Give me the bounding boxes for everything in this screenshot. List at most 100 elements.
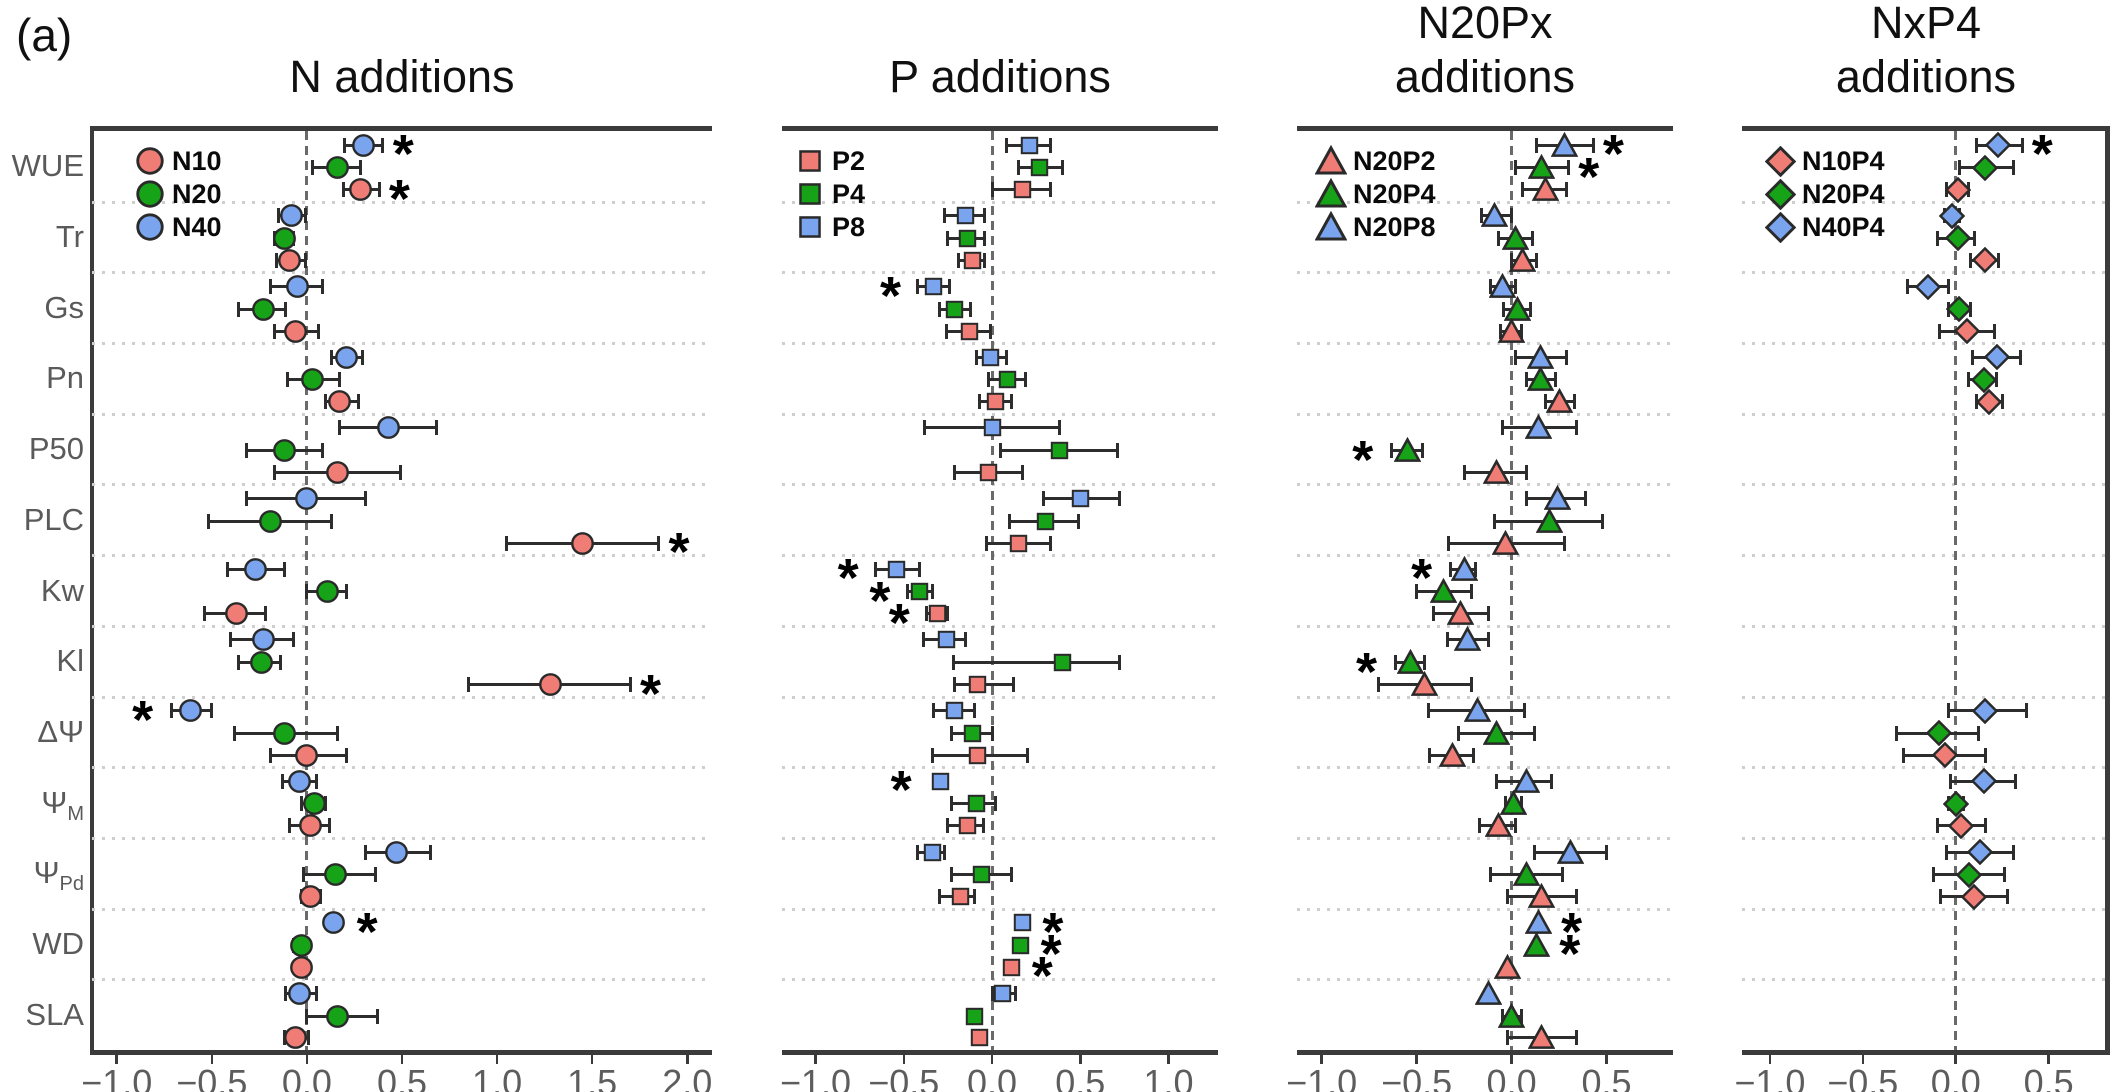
error-bar-cap-right	[1996, 252, 2000, 268]
x-tick	[1605, 1055, 1608, 1064]
circle-marker-N20-Kw	[316, 580, 340, 604]
legend-circle-icon-N20	[136, 180, 164, 208]
error-bar-cap-right	[434, 420, 438, 436]
circle-marker-N40-PLC	[295, 487, 319, 511]
square-marker-P4-Tr	[958, 229, 977, 248]
error-bar-cap-right	[292, 632, 296, 648]
square-marker-P8-PsiPd	[923, 843, 941, 861]
x-tick	[590, 1055, 594, 1064]
significance-asterisk-P2-WD: *	[1031, 946, 1053, 1007]
legend-item-P4: P4	[832, 179, 866, 209]
circle-marker-N40-WUE	[352, 133, 376, 157]
error-bar-cap-right	[981, 818, 985, 834]
error-bar-cap-left	[978, 394, 982, 410]
significance-asterisk-P8-WD: *	[1042, 901, 1064, 962]
error-bar-cap-right	[1519, 796, 1523, 812]
error-bar-cap-right	[946, 606, 950, 622]
x-tick	[1415, 1055, 1418, 1064]
error-bar-cap-right	[1472, 747, 1476, 763]
error-bar-cap-left	[953, 464, 957, 480]
significance-asterisk-N20P4-WUE: *	[1578, 146, 1600, 207]
error-bar-cap-right	[1574, 889, 1578, 905]
error-bar-cap-left	[1498, 323, 1502, 339]
x-tick	[1510, 1055, 1513, 1064]
error-bar-cap-left	[1494, 773, 1498, 789]
diamond-marker-N20P4-dPsi	[1926, 720, 1952, 747]
error-bar-cap-right	[1061, 160, 1065, 176]
error-bar-cap-right	[1013, 985, 1017, 1001]
y-axis-label-subscript: M	[67, 802, 84, 825]
error-bar-cap-left	[925, 606, 929, 622]
y-axis-label-Kl: Kl	[0, 639, 84, 683]
error-bar-cap-left	[1462, 464, 1466, 480]
error-bar-cap-right	[2024, 703, 2028, 719]
panel-top-border	[1742, 126, 2110, 131]
circle-marker-N20-Tr	[272, 227, 296, 250]
x-axis-line	[1297, 1050, 1673, 1055]
error-bar-cap-right	[1422, 655, 1426, 671]
x-tick-label-0.0: 0.0	[281, 1062, 332, 1092]
row-separator	[92, 200, 712, 204]
row-separator	[1742, 342, 2110, 346]
error-bar-cap-right	[972, 889, 976, 905]
row-separator	[1742, 836, 2110, 840]
error-bar-cap-right	[381, 137, 385, 153]
panel-title-line: N20Px	[1417, 0, 1553, 48]
x-tick	[1768, 1055, 1772, 1064]
error-bar-cap-left	[937, 301, 941, 317]
square-marker-P4-Gs	[946, 300, 964, 318]
error-bar-P4-Kl	[953, 661, 1120, 665]
significance-asterisk-N10-PLC: *	[668, 522, 690, 583]
y-axis-label-text: P50	[28, 431, 84, 467]
error-bar-cap-right	[657, 535, 661, 551]
error-bar-cap-left	[233, 725, 237, 741]
triangle-marker-N20P2-WD	[1494, 953, 1522, 979]
error-bar-cap-right	[345, 584, 349, 600]
x-tick-label-−1.0: −1.0	[81, 1062, 153, 1092]
error-bar-cap-right	[1572, 394, 1576, 410]
error-bar-cap-left	[1500, 1008, 1504, 1024]
legend-triangle-icon-N20P8	[1315, 211, 1347, 241]
error-bar-cap-right	[1983, 747, 1987, 763]
error-bar-cap-left	[324, 394, 328, 410]
diamond-marker-N40P4-PsiPd	[1966, 839, 1993, 866]
square-marker-P8-PsiM	[932, 772, 950, 791]
error-bar-cap-right	[1565, 182, 1569, 198]
circle-marker-N10-PsiPd	[299, 885, 323, 909]
square-marker-P2-Pn	[986, 393, 1005, 411]
error-bar-cap-right	[1565, 349, 1569, 365]
circle-marker-N10-PsiM	[299, 814, 323, 838]
error-bar-cap-right	[1995, 372, 1999, 388]
legend-square-icon-P2	[799, 150, 821, 172]
square-marker-P2-P50	[979, 463, 998, 482]
row-separator	[1742, 695, 2110, 699]
y-axis-label-text: Kl	[56, 643, 84, 679]
x-tick	[400, 1055, 404, 1064]
error-bar-cap-left	[229, 632, 233, 648]
error-bar-cap-right	[314, 985, 318, 1001]
error-bar-cap-left	[236, 655, 240, 671]
circle-marker-N10-Tr	[278, 248, 302, 272]
square-marker-P2-Kl	[969, 675, 987, 694]
y-axis-label-text: Ψ	[33, 855, 60, 891]
error-bar-cap-left	[1974, 137, 1978, 153]
x-tick-label-−0.5: −0.5	[1381, 1062, 1453, 1092]
error-bar-cap-left	[1479, 208, 1483, 224]
square-marker-P4-dPsi	[963, 724, 982, 743]
y-axis-label-text: Kw	[40, 572, 84, 608]
diamond-marker-N40P4-Tr	[1939, 202, 1966, 229]
x-tick-label-0.0: 0.0	[1486, 1062, 1537, 1092]
error-bar-cap-right	[969, 301, 973, 317]
significance-asterisk-N10-Kl: *	[639, 663, 661, 724]
error-bar-cap-left	[1426, 703, 1430, 719]
error-bar-cap-left	[1390, 443, 1394, 459]
row-separator	[92, 836, 712, 840]
error-bar-cap-left	[305, 1008, 309, 1024]
error-bar-cap-left	[273, 464, 277, 480]
triangle-marker-N20P2-WUE	[1532, 176, 1560, 202]
x-tick	[1079, 1055, 1082, 1064]
error-bar-cap-left	[244, 443, 248, 459]
circle-marker-N10-Pn	[327, 390, 351, 414]
error-bar-cap-left	[942, 208, 946, 224]
